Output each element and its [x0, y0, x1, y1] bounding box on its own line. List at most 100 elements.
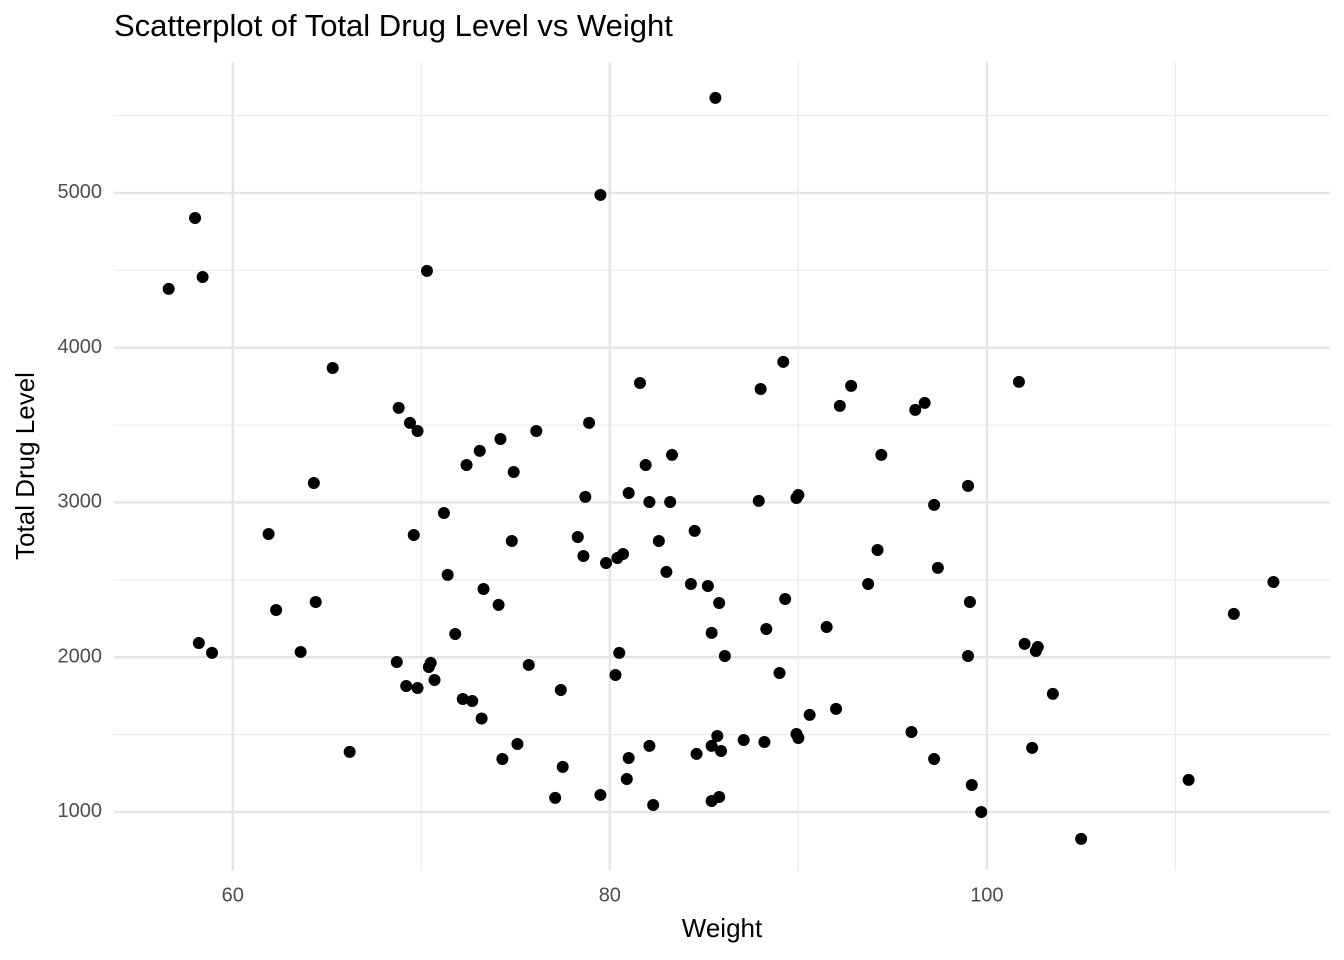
point — [792, 489, 805, 502]
point — [777, 355, 790, 368]
point — [965, 779, 978, 792]
point — [862, 578, 875, 591]
y-tick-label: 1000 — [58, 800, 103, 822]
point — [530, 424, 543, 437]
point — [492, 598, 505, 611]
point — [411, 424, 424, 437]
point — [326, 361, 339, 374]
point — [400, 679, 413, 692]
point — [579, 490, 592, 503]
point — [437, 506, 450, 519]
point — [833, 399, 846, 412]
point — [422, 660, 435, 673]
point — [494, 432, 507, 445]
point — [309, 595, 322, 608]
point — [475, 712, 488, 725]
point — [1026, 741, 1039, 754]
point — [715, 744, 728, 757]
point — [909, 403, 922, 416]
x-axis-title: Weight — [682, 913, 763, 943]
point — [705, 739, 718, 752]
point — [583, 416, 596, 429]
point — [905, 725, 918, 738]
point — [666, 448, 679, 461]
point — [206, 646, 219, 659]
x-tick-label: 80 — [599, 884, 621, 906]
point — [556, 760, 569, 773]
point — [931, 561, 944, 574]
point — [609, 669, 622, 682]
point — [189, 211, 202, 224]
y-tick-label: 5000 — [58, 181, 103, 203]
point — [773, 666, 786, 679]
point — [845, 379, 858, 392]
point — [441, 568, 454, 581]
point — [647, 799, 660, 812]
point — [411, 682, 424, 695]
point — [1018, 637, 1031, 650]
point — [622, 487, 635, 500]
point — [803, 708, 816, 721]
point — [705, 626, 718, 639]
point — [428, 673, 441, 686]
point — [507, 465, 520, 478]
point — [760, 623, 773, 636]
point — [1182, 773, 1195, 786]
point — [1267, 575, 1280, 588]
point — [871, 543, 884, 556]
point — [407, 528, 420, 541]
point — [594, 788, 607, 801]
point — [688, 524, 701, 537]
point — [705, 794, 718, 807]
point — [1227, 607, 1240, 620]
point — [511, 738, 524, 751]
point — [460, 458, 473, 471]
point — [522, 658, 535, 671]
y-tick-label: 4000 — [58, 336, 103, 358]
point — [709, 91, 722, 104]
point — [1029, 645, 1042, 658]
point — [392, 401, 405, 414]
point — [758, 736, 771, 749]
point — [449, 627, 462, 640]
point — [466, 695, 479, 708]
chart-title: Scatterplot of Total Drug Level vs Weigh… — [114, 8, 673, 43]
point — [652, 534, 665, 547]
point — [643, 495, 656, 508]
point — [875, 448, 888, 461]
point — [162, 282, 175, 295]
point — [196, 270, 209, 283]
point — [664, 495, 677, 508]
point — [962, 649, 975, 662]
point — [473, 444, 486, 457]
point — [262, 528, 275, 541]
point — [420, 264, 433, 277]
point — [622, 751, 635, 764]
point — [477, 582, 490, 595]
point — [643, 739, 656, 752]
point — [343, 745, 356, 758]
point — [737, 734, 750, 747]
point — [600, 556, 613, 569]
point — [928, 498, 941, 511]
point — [554, 684, 567, 697]
point — [820, 621, 833, 634]
point — [403, 416, 416, 429]
point — [270, 604, 283, 617]
x-tick-label: 100 — [970, 884, 1003, 906]
point — [390, 656, 403, 669]
y-axis-title: Total Drug Level — [10, 372, 40, 560]
point — [307, 476, 320, 489]
point — [1075, 832, 1088, 845]
point — [918, 396, 931, 409]
point — [1012, 375, 1025, 388]
point — [633, 376, 646, 389]
point — [690, 747, 703, 760]
point — [779, 593, 792, 606]
point — [577, 549, 590, 562]
point — [294, 645, 307, 658]
point — [594, 188, 607, 201]
point — [962, 479, 975, 492]
